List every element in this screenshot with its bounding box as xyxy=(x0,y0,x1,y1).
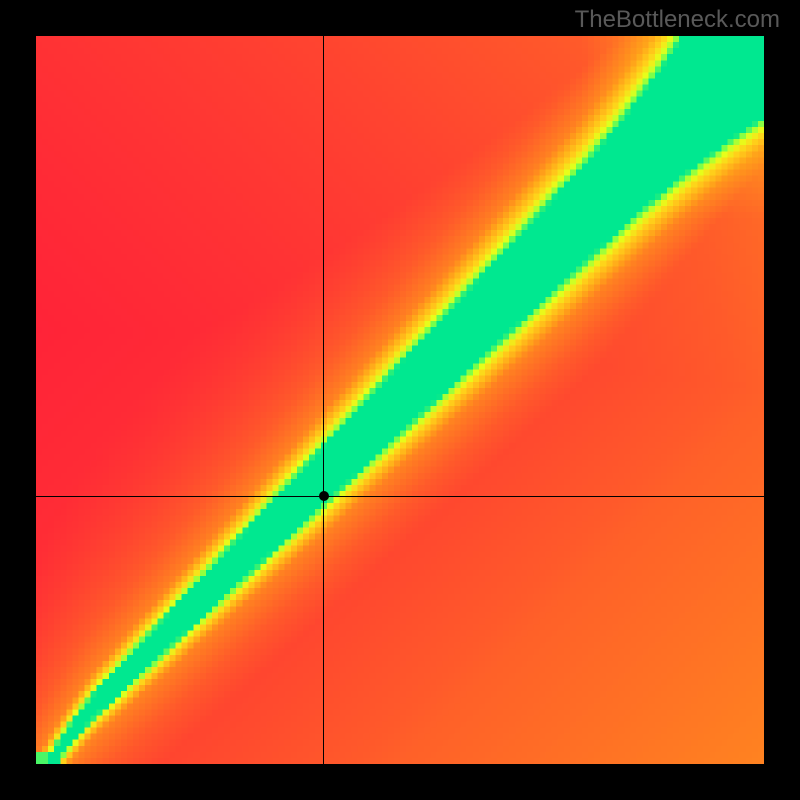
bottleneck-heatmap xyxy=(36,36,764,764)
watermark-text: TheBottleneck.com xyxy=(575,6,780,34)
crosshair-horizontal xyxy=(36,496,764,497)
crosshair-vertical xyxy=(323,36,324,764)
crosshair-point xyxy=(319,491,329,501)
